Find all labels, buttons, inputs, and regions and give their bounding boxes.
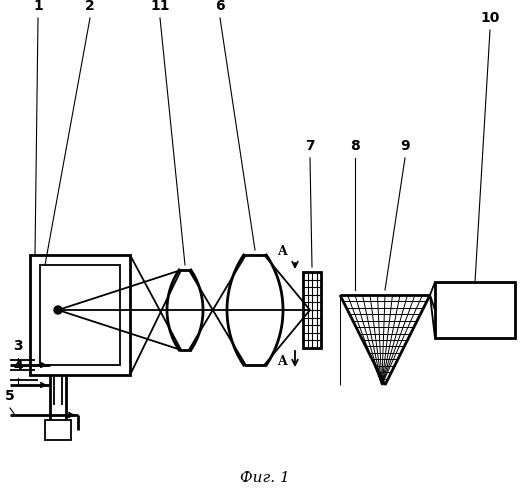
Text: 8: 8 bbox=[350, 139, 360, 153]
Text: Фиг. 1: Фиг. 1 bbox=[240, 471, 290, 485]
Bar bbox=[45, 420, 71, 440]
Text: 3: 3 bbox=[13, 339, 23, 353]
Bar bbox=[30, 255, 130, 375]
Text: 4: 4 bbox=[13, 359, 23, 373]
Text: 10: 10 bbox=[480, 11, 500, 25]
Text: 6: 6 bbox=[215, 0, 225, 13]
Text: 7: 7 bbox=[305, 139, 315, 153]
Text: 2: 2 bbox=[85, 0, 95, 13]
Text: 9: 9 bbox=[400, 139, 410, 153]
Text: 1: 1 bbox=[33, 0, 43, 13]
Text: 11: 11 bbox=[150, 0, 170, 13]
Text: A: A bbox=[277, 245, 287, 258]
Bar bbox=[303, 272, 321, 348]
Circle shape bbox=[54, 306, 62, 314]
Text: A: A bbox=[277, 355, 287, 368]
Text: 5: 5 bbox=[5, 389, 15, 403]
Bar bbox=[435, 282, 515, 338]
Bar bbox=[40, 265, 120, 365]
